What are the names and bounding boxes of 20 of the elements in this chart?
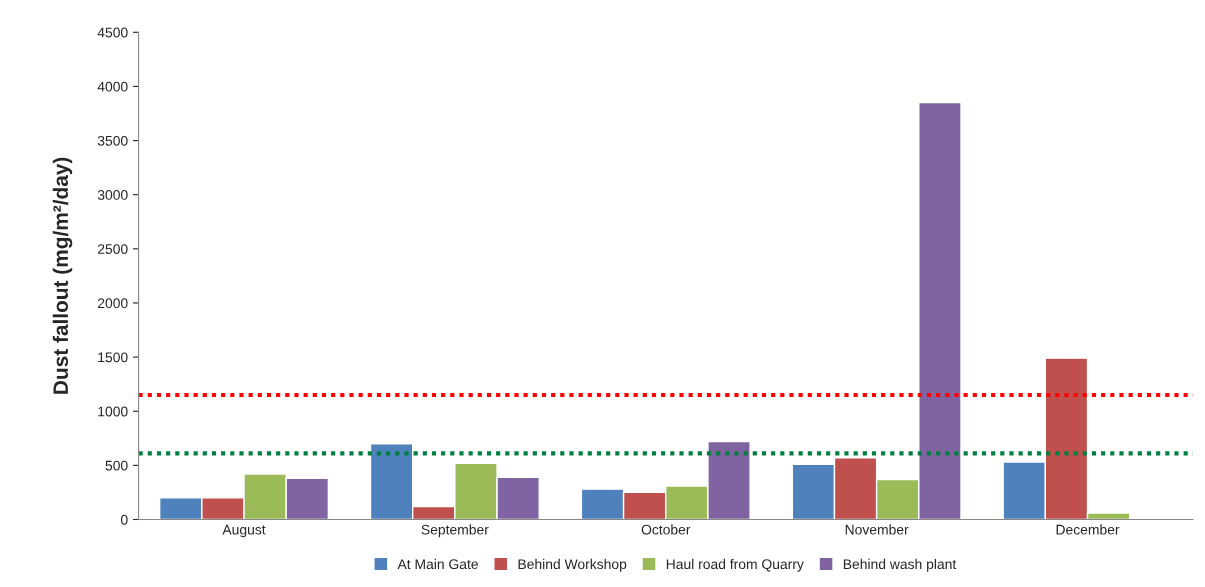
y-tick-label: 1500	[98, 352, 128, 363]
legend-label: Behind wash plant	[843, 558, 957, 572]
x-tick-label: November	[845, 524, 909, 535]
x-tick-label: September	[421, 524, 489, 538]
y-tick-label: 2500	[97, 244, 128, 254]
x-tick-label: December	[1056, 524, 1120, 535]
legend-label: Behind Workshop	[518, 558, 627, 572]
y-axis-title: Dust fallout (mg/m²/day)	[52, 157, 73, 394]
x-tick-label: August	[222, 524, 266, 538]
y-tick-label: 3500	[97, 135, 128, 146]
legend-label: At Main Gate	[397, 558, 478, 570]
y-tick-label: 1000	[98, 406, 128, 417]
y-tick-label: 0	[120, 514, 128, 525]
y-tick-label: 4000	[97, 81, 128, 92]
y-tick-label: 2000	[97, 298, 128, 309]
y-tick-label: 500	[105, 460, 128, 471]
x-tick-label: October	[641, 524, 691, 535]
legend-label: Haul road from Quarry	[666, 558, 804, 572]
y-tick-label: 4500	[97, 27, 128, 38]
y-tick-label: 3000	[97, 190, 128, 200]
